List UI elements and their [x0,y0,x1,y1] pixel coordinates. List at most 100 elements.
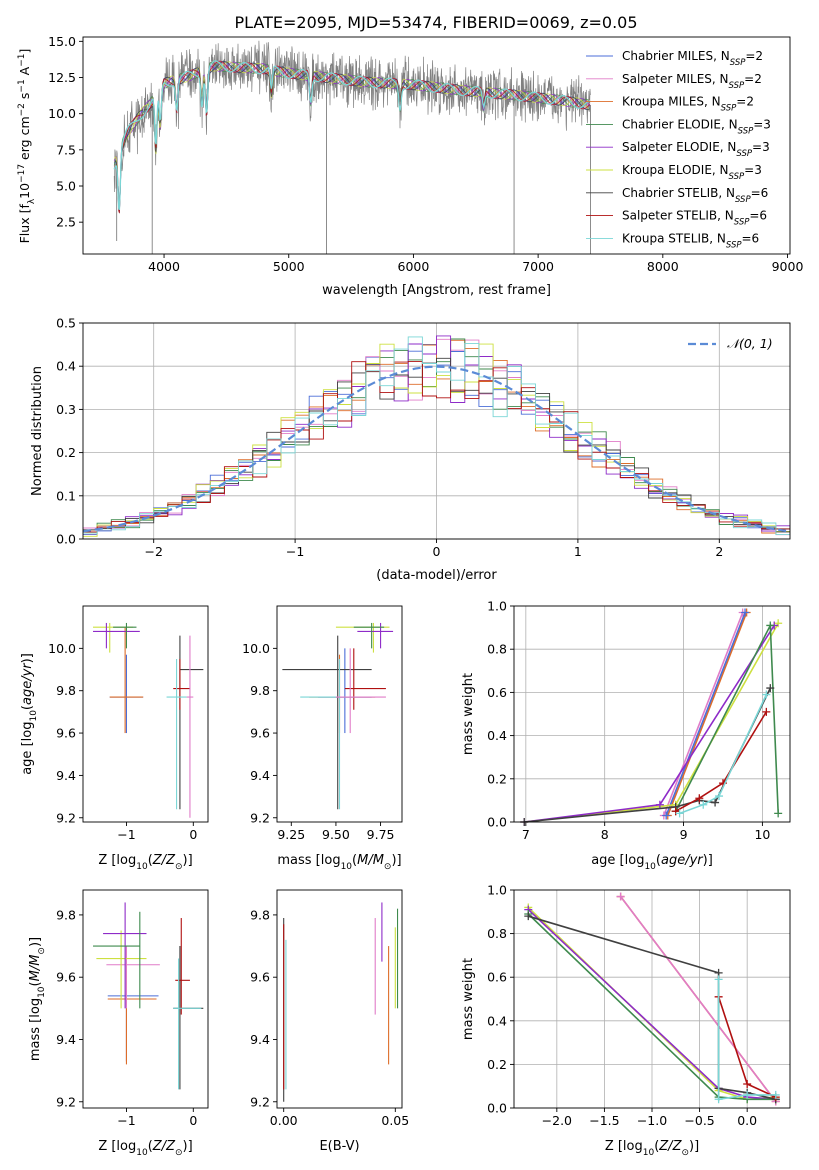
x-axis-label-part: )] [391,853,401,868]
x-axis-label: (data-model)/error [376,568,497,583]
legend-label-eq: =2 [745,49,763,63]
legend-label: Kroupa MILES, NSSP=2 [622,95,754,114]
mass-weight-marker [762,707,771,716]
legend-label-sub: SSP [736,149,752,159]
axes-frame [82,605,209,823]
y-tick-label: 9.2 [250,1094,270,1109]
y-axis-label-part: erg cm [17,116,32,164]
mass-weight-marker [743,1090,752,1099]
x-axis-label-part: 10 [643,1148,655,1158]
x-axis-label-part: 10 [644,862,656,872]
x-axis-label-part: Z/Z [152,1139,176,1154]
x-tick-label: 0 [189,827,197,842]
y-tick-label: 9.2 [56,810,76,825]
y-tick-label: 10.0 [242,641,270,656]
legend-label-text: Chabrier MILES, N [622,49,730,63]
mass-weight-line [717,979,776,1101]
x-axis-label-part: )] [703,853,713,868]
legend-label: Chabrier STELIB, NSSP=6 [622,186,768,205]
y-axis-label-part: )] [20,653,35,663]
legend-label: Kroupa STELIB, NSSP=6 [622,231,759,250]
mass-vs-extinction-panel: 0.00 0.05 9.2 9.4 9.6 9.8 E(B-V) [250,889,409,1154]
legend-label: Salpeter MILES, NSSP=2 [622,72,762,91]
legend-label-sub: SSP [729,81,745,91]
y-axis-label-part: ] [17,49,32,54]
x-axis-label: mass [log10(M/M⊙)] [277,853,401,872]
x-axis-label-part: ⊙ [384,862,392,872]
x-axis-label-part: mass [log [277,853,340,868]
mass-weight-marker [766,684,775,693]
x-tick-label: 9000 [772,259,804,274]
y-tick-label: 0.8 [487,926,507,941]
x-tick-label: 10 [754,827,770,842]
x-tick-label: −0.5 [684,1113,714,1128]
y-axis-label-part: 10 [29,710,39,722]
axes-frame [82,889,209,1109]
legend-label: Salpeter STELIB, NSSP=6 [622,209,767,228]
mass-weight-marker [715,792,724,801]
x-axis-label-part: )] [689,1139,699,1154]
mass-weight-marker [616,892,625,901]
y-axis-label-part: ⊙ [37,947,47,955]
mass-weight-line [665,612,746,816]
y-axis-label-part: s [17,93,32,104]
y-tick-label: 9.6 [56,726,76,741]
y-tick-label: 9.6 [250,726,270,741]
x-tick-label: 0 [433,544,441,559]
y-axis-label-part: −1 [17,54,27,67]
y-tick-label: 1.0 [487,883,507,898]
mass-weight-line [524,687,772,822]
axes-frame [82,36,791,255]
mass-weight-marker [711,798,720,807]
x-axis-label-part: 10 [136,1148,148,1158]
mass-weight-line [667,612,748,816]
legend-label-sub: SSP [726,240,742,250]
x-tick-label: 0.05 [381,1113,409,1128]
observed-spectrum-line [113,40,591,214]
y-axis-label: age [log10(age/yr)] [20,653,39,775]
x-axis-label-part: ( [148,853,153,868]
y-tick-label: 0.5 [56,316,76,331]
y-tick-label: 9.4 [56,1032,76,1047]
mass-weight-line [679,694,768,815]
x-axis-label: Z [log10(Z/Z⊙)] [98,853,192,872]
mass-weight-marker [714,1095,723,1104]
y-tick-label: 9.4 [250,768,270,783]
legend-label: 𝒩(0, 1) [727,336,773,351]
x-axis-label: E(B-V) [319,1139,359,1154]
x-axis-label-part: age/yr [661,853,704,868]
mass-weight-marker [699,800,708,809]
y-tick-label: 0.2 [56,445,76,460]
y-axis-label: Flux [fλ10−17 erg cm−2 s−1 A−1] [17,49,37,244]
y-axis-label-part: 10 [17,183,32,199]
x-tick-label: 0.0 [737,1113,757,1128]
legend-label-eq: =3 [753,117,771,131]
y-tick-label: 9.8 [250,907,270,922]
axes-frame [276,605,403,823]
figure-title: PLATE=2095, MJD=53474, FIBERID=0069, z=0… [234,13,637,32]
x-axis-label-part: Z [log [98,853,136,868]
x-tick-label: −1 [117,1113,135,1128]
y-tick-label: 9.6 [56,970,76,985]
y-tick-label: 7.5 [56,142,76,157]
y-tick-label: 9.4 [56,768,76,783]
mass-weight-marker [774,809,783,818]
legend-label-text: Salpeter STELIB, N [622,209,734,223]
legend-label-eq: =3 [752,140,770,154]
x-axis-label-part: 10 [341,862,353,872]
y-tick-label: 0.6 [487,685,507,700]
y-tick-label: 0.4 [56,359,76,374]
y-axis-label-part: A [17,66,32,79]
y-tick-label: 0.1 [56,488,76,503]
x-tick-label: 9.75 [367,827,395,842]
x-tick-label: 7000 [522,259,554,274]
y-tick-label: 10.0 [48,106,76,121]
y-axis-label-part: mass [log [28,998,43,1061]
x-axis-label-part: 10 [136,862,148,872]
residual-histogram-panel: −2 −1 0 1 2 0.0 0.1 0.2 0.3 0.4 0.5 𝒩(0, 1) (data-mo… [30,316,791,583]
mass-weight-marker [695,794,704,803]
x-tick-label: 0 [189,1113,197,1128]
y-tick-label: 0.2 [487,1057,507,1072]
y-tick-label: 9.8 [250,683,270,698]
